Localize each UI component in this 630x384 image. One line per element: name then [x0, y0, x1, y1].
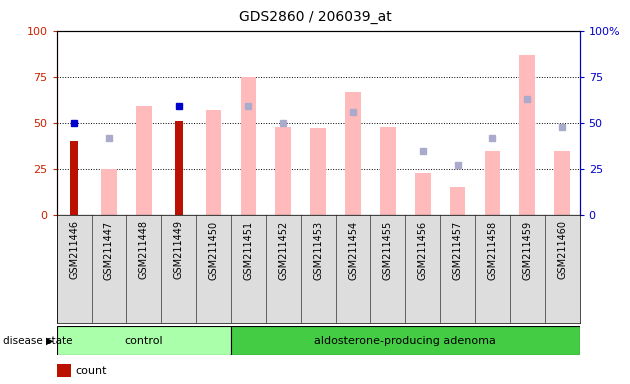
Bar [71, 141, 78, 215]
Bar [345, 91, 361, 215]
Text: GSM211459: GSM211459 [522, 220, 532, 280]
Text: GSM211460: GSM211460 [557, 220, 567, 280]
Text: ▶: ▶ [46, 336, 54, 346]
Text: GSM211454: GSM211454 [348, 220, 358, 280]
Bar [206, 110, 221, 215]
Bar [275, 127, 291, 215]
Text: GSM211458: GSM211458 [488, 220, 498, 280]
Bar [231, 326, 580, 355]
Bar [415, 173, 430, 215]
Text: control: control [125, 336, 163, 346]
Bar [136, 106, 152, 215]
Text: GSM211455: GSM211455 [383, 220, 393, 280]
Text: GSM211457: GSM211457 [452, 220, 462, 280]
Bar [241, 77, 256, 215]
Text: GDS2860 / 206039_at: GDS2860 / 206039_at [239, 10, 391, 23]
Bar [175, 121, 183, 215]
Bar [380, 127, 396, 215]
Text: GSM211456: GSM211456 [418, 220, 428, 280]
Text: GSM211446: GSM211446 [69, 220, 79, 280]
Text: disease state: disease state [3, 336, 72, 346]
Text: GSM211447: GSM211447 [104, 220, 114, 280]
Text: GSM211450: GSM211450 [209, 220, 219, 280]
Text: GSM211451: GSM211451 [243, 220, 253, 280]
Bar [520, 55, 535, 215]
Text: GSM211453: GSM211453 [313, 220, 323, 280]
Text: count: count [76, 366, 107, 376]
Text: aldosterone-producing adenoma: aldosterone-producing adenoma [314, 336, 496, 346]
Bar [57, 326, 231, 355]
Text: GSM211448: GSM211448 [139, 220, 149, 280]
Text: GSM211452: GSM211452 [278, 220, 289, 280]
Bar [101, 169, 117, 215]
Bar [311, 128, 326, 215]
Text: GSM211449: GSM211449 [174, 220, 184, 280]
Bar [450, 187, 466, 215]
Bar [554, 151, 570, 215]
Bar [484, 151, 500, 215]
